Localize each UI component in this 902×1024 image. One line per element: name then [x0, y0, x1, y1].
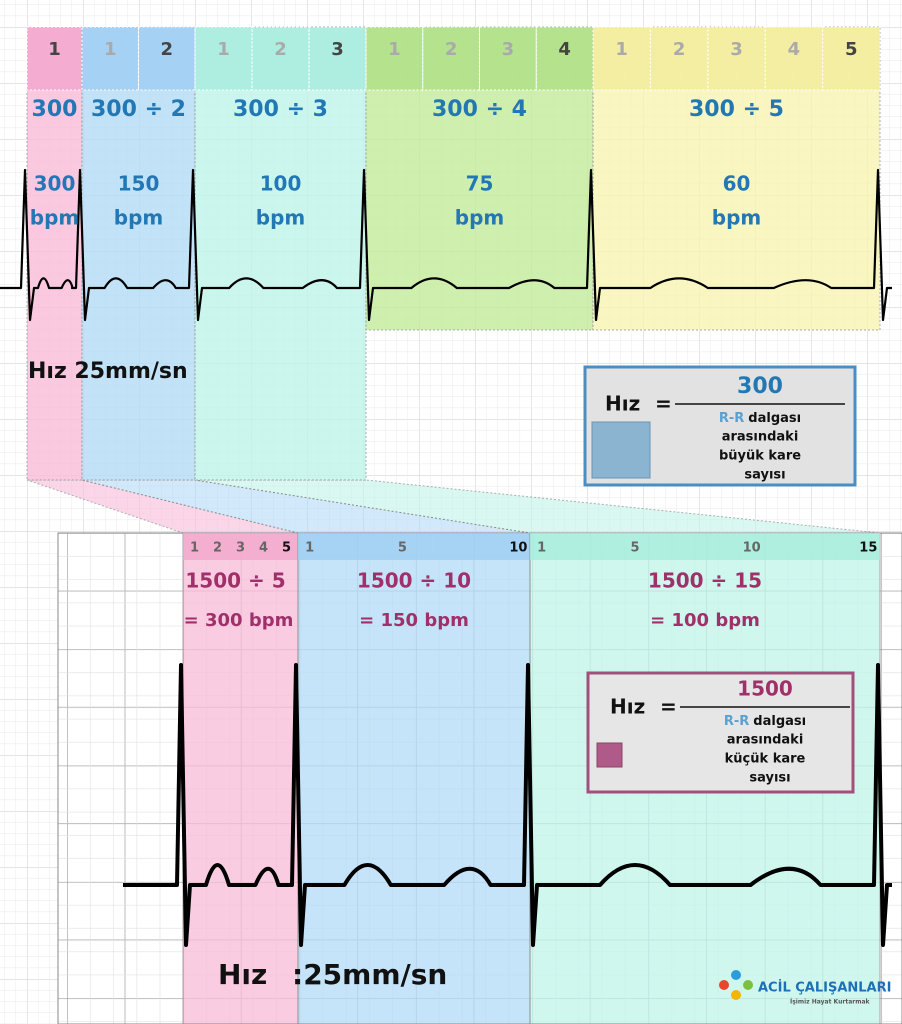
- rate: 60: [723, 172, 751, 196]
- cell-number: 5: [398, 541, 407, 556]
- speed-label: Hız: [218, 958, 267, 991]
- denominator-line: küçük kare: [725, 752, 806, 767]
- rate-unit: bpm: [114, 206, 163, 230]
- bottom-band: [297, 532, 531, 1024]
- result: = 300 bpm: [184, 610, 294, 631]
- rate-unit: bpm: [455, 206, 504, 230]
- division: 1500 ÷ 5: [185, 569, 285, 593]
- rate: 150: [118, 172, 160, 196]
- logo-name: ACİL ÇALIŞANLARI: [758, 980, 891, 996]
- division: 1500 ÷ 10: [357, 569, 471, 593]
- cell-number: 2: [673, 39, 686, 60]
- result: = 150 bpm: [359, 610, 469, 631]
- denominator-text: dalgası: [753, 714, 806, 729]
- division: 300 ÷ 4: [432, 97, 527, 122]
- square-icon: [591, 421, 651, 479]
- cell-number: 5: [630, 541, 639, 556]
- header-cell: [81, 26, 139, 91]
- denominator-line: büyük kare: [719, 449, 801, 464]
- cell-number: 4: [788, 39, 801, 60]
- denominator-text: dalgası: [748, 411, 801, 426]
- logo-tagline: İşimiz Hayat Kurtarmak: [790, 999, 871, 1006]
- division: 300 ÷ 3: [233, 97, 328, 122]
- bottom-header: [183, 533, 298, 560]
- cell-number: 1: [537, 541, 546, 556]
- division: 1500 ÷ 15: [648, 569, 762, 593]
- logo-mark: [719, 980, 729, 990]
- formula-box: [586, 671, 855, 794]
- square-icon: [596, 742, 623, 768]
- cell-number: 1: [104, 39, 117, 60]
- numerator: 300: [737, 374, 783, 399]
- speed-value: :25mm/sn: [292, 958, 447, 991]
- bottom-band: [182, 532, 299, 1024]
- cell-number: 10: [743, 541, 761, 556]
- top-header: [593, 27, 880, 90]
- top-band: [81, 26, 196, 481]
- top-header: [195, 27, 366, 90]
- logo-mark: [731, 990, 741, 1000]
- header-cell: [26, 26, 83, 91]
- denominator-line: sayısı: [749, 771, 790, 786]
- denominator-line: sayısı: [744, 468, 785, 483]
- cell-number: 1: [217, 39, 230, 60]
- top-band: [26, 26, 83, 481]
- rate: 100: [260, 172, 302, 196]
- top-band: [194, 26, 367, 481]
- rate-unit: bpm: [712, 206, 761, 230]
- division: 300 ÷ 2: [91, 97, 186, 122]
- logo-mark: [743, 980, 753, 990]
- result: = 100 bpm: [650, 610, 760, 631]
- cell-number: 1: [388, 39, 401, 60]
- division: 300: [32, 97, 78, 122]
- cell-number: 5: [845, 39, 858, 60]
- ecg-trace: [0, 168, 892, 322]
- cell-number: 1: [305, 541, 314, 556]
- rate-unit: bpm: [256, 206, 305, 230]
- cell-number: 3: [502, 39, 515, 60]
- cell-number: 2: [274, 39, 287, 60]
- cell-number: 4: [259, 541, 268, 556]
- rr-label: R-R: [719, 411, 744, 426]
- cell-number: 3: [331, 39, 344, 60]
- header-cell: [822, 26, 881, 91]
- denominator-line: R-R dalgası: [724, 714, 806, 729]
- speed: Hız 25mm/sn: [28, 359, 188, 384]
- formula-equals: =: [660, 695, 677, 719]
- rate: 75: [466, 172, 494, 196]
- denominator-line: arasındaki: [727, 733, 804, 748]
- rr-label: R-R: [724, 714, 749, 729]
- numerator: 1500: [737, 677, 793, 701]
- cell-number: 15: [859, 541, 877, 556]
- bottom-header: [530, 533, 880, 560]
- formula-equals: =: [655, 392, 672, 416]
- bottom-header: [298, 533, 530, 560]
- denominator-line: arasındaki: [722, 430, 799, 445]
- formula-label: Hız: [610, 695, 645, 719]
- denominator-line: R-R dalgası: [719, 411, 801, 426]
- cell-number: 1: [48, 39, 61, 60]
- formula-label: Hız: [605, 392, 640, 416]
- cell-number: 5: [282, 541, 291, 556]
- cell-number: 2: [445, 39, 458, 60]
- cell-number: 3: [730, 39, 743, 60]
- cell-number: 4: [558, 39, 571, 60]
- cell-number: 1: [615, 39, 628, 60]
- cell-number: 2: [213, 541, 222, 556]
- cell-number: 2: [160, 39, 173, 60]
- ecg-trace: [123, 663, 892, 947]
- cell-number: 1: [190, 541, 199, 556]
- cell-number: 3: [236, 541, 245, 556]
- top-header: [27, 27, 82, 90]
- rate-unit: bpm: [30, 206, 79, 230]
- division: 300 ÷ 5: [689, 97, 784, 122]
- logo-mark: [731, 970, 741, 980]
- rate: 300: [34, 172, 76, 196]
- cell-number: 10: [509, 541, 527, 556]
